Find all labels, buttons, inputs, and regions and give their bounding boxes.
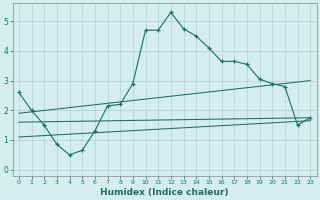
X-axis label: Humidex (Indice chaleur): Humidex (Indice chaleur) xyxy=(100,188,229,197)
